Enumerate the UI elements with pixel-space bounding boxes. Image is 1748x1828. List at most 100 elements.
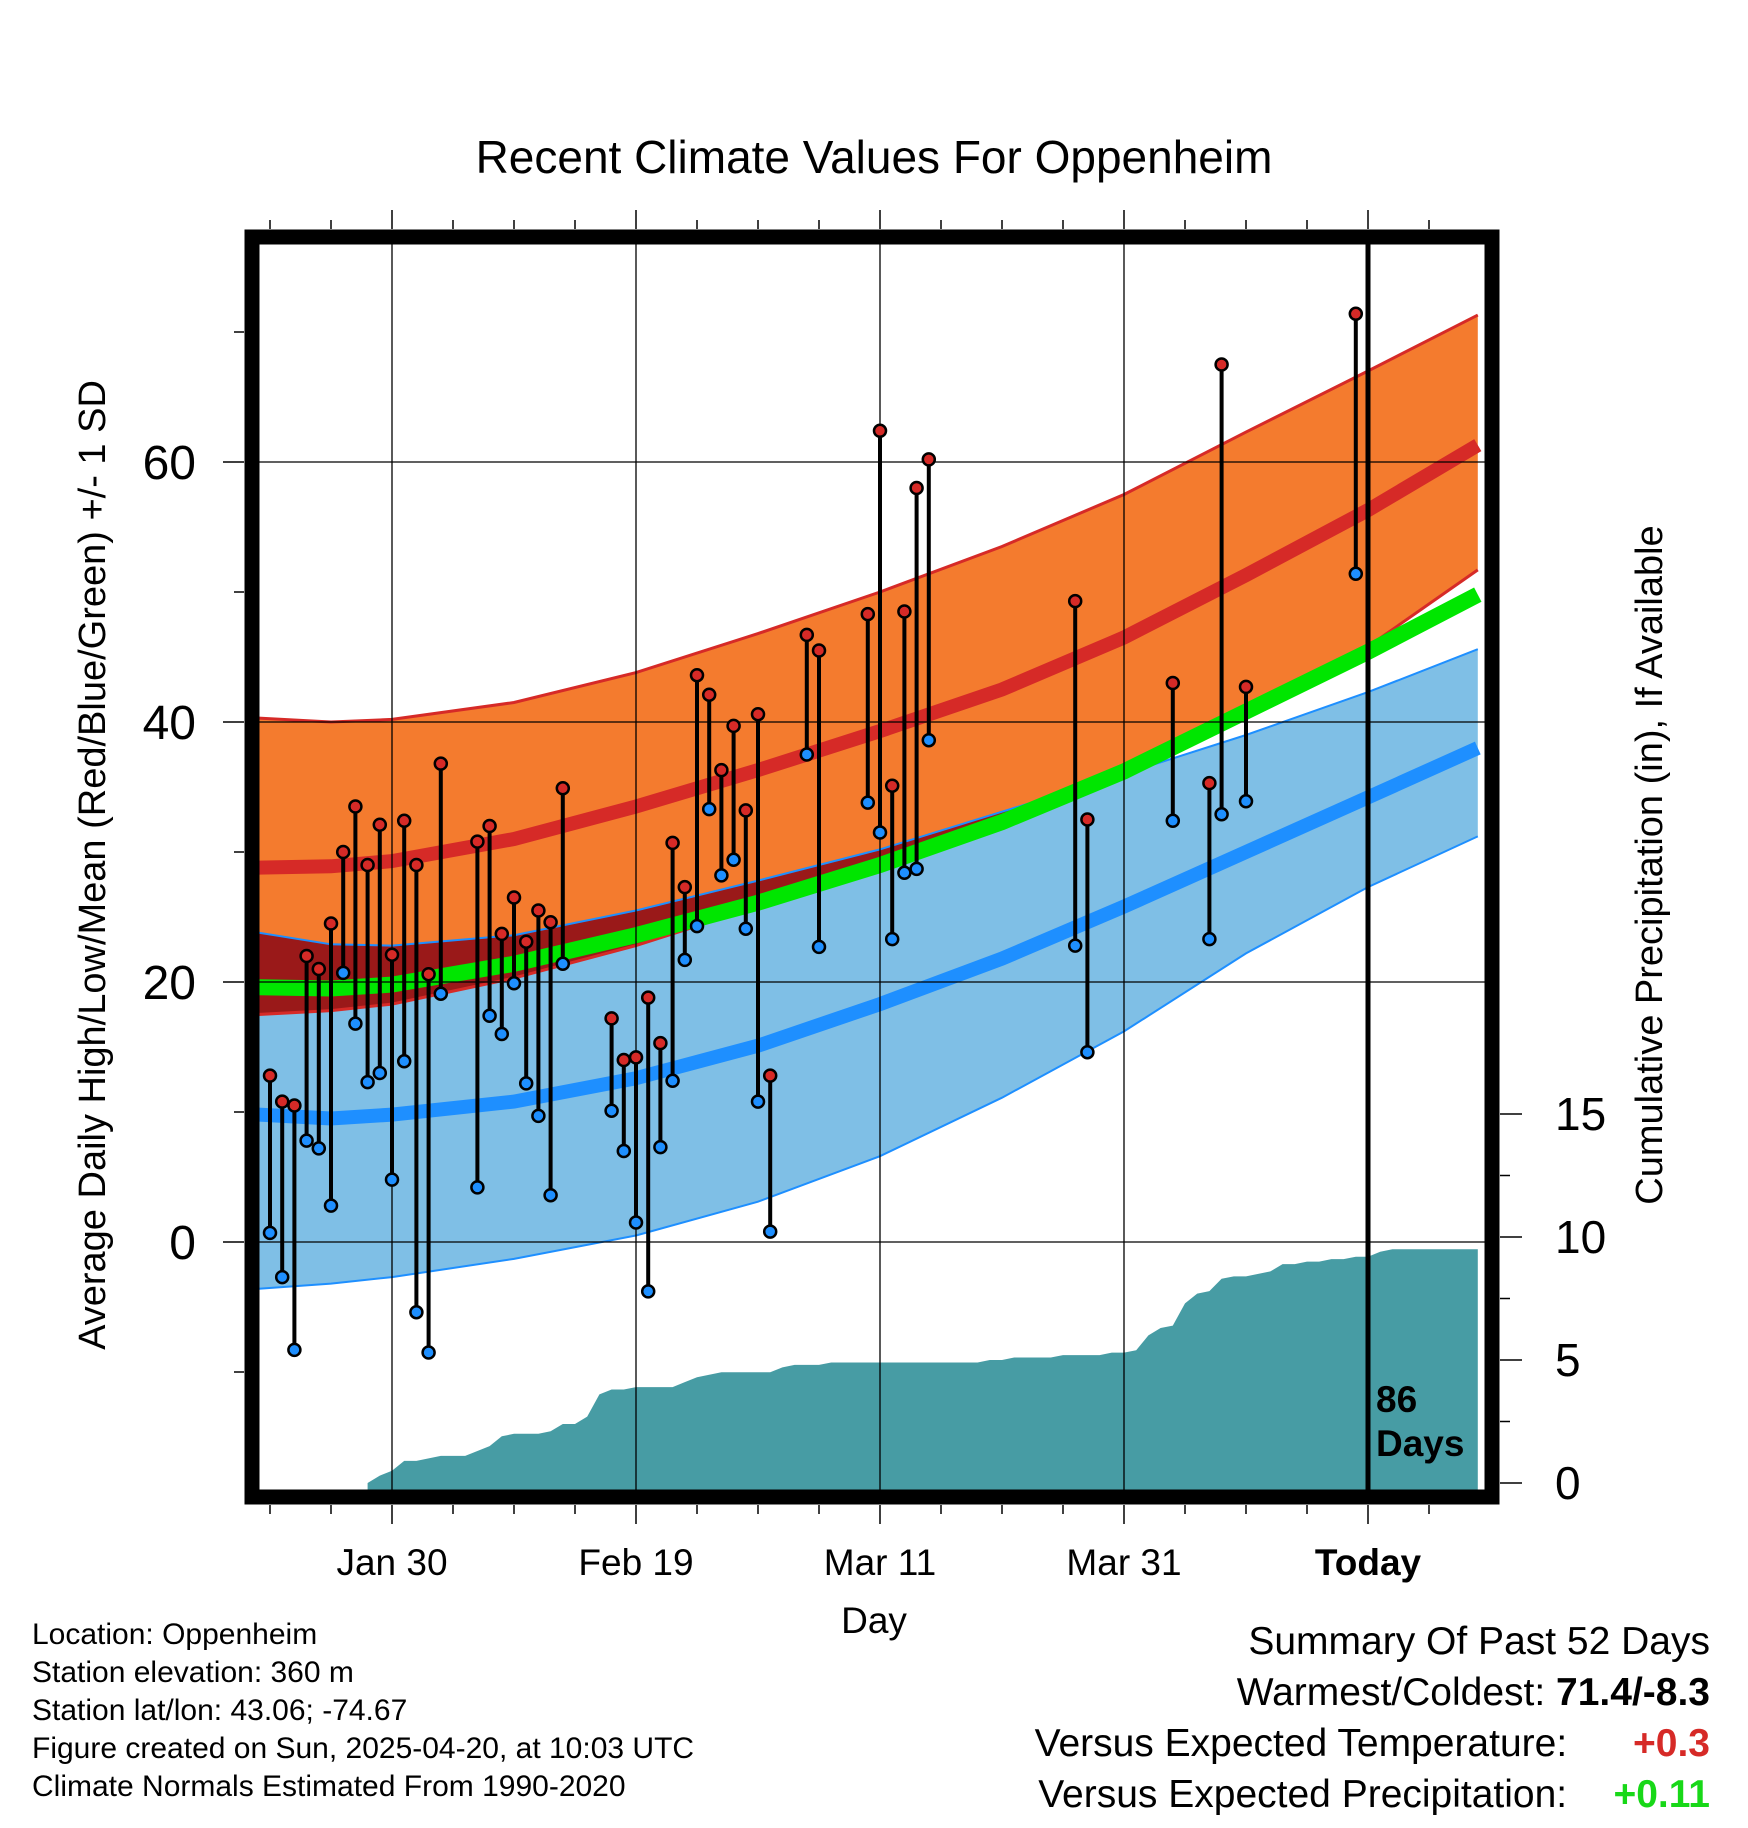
observed-low-point bbox=[860, 795, 876, 810]
high-upper-edge bbox=[259, 313, 1479, 724]
observed-high-point bbox=[518, 934, 534, 949]
observed-low-point bbox=[1165, 813, 1181, 829]
observed-high-point bbox=[811, 643, 827, 658]
observed-low-point bbox=[262, 1225, 278, 1241]
temp-anomaly-value: +0.3 bbox=[1633, 1722, 1710, 1765]
observed-high-point bbox=[262, 1068, 278, 1083]
observed-high-point bbox=[897, 604, 912, 619]
summary-panel: Summary Of Past 52 Days Warmest/Coldest:… bbox=[1035, 1616, 1710, 1820]
station-info: Location: Oppenheim Station elevation: 3… bbox=[32, 1616, 694, 1806]
observed-low-point bbox=[555, 956, 571, 972]
observed-low-point bbox=[311, 1141, 327, 1156]
summary-title: Summary Of Past 52 Days bbox=[1248, 1620, 1710, 1663]
observed-low-point bbox=[628, 1215, 644, 1230]
today-days-label: Days bbox=[1376, 1423, 1464, 1464]
observed-high-point bbox=[616, 1052, 632, 1068]
elevation-text: Station elevation: 360 m bbox=[32, 1656, 354, 1689]
observed-high-point bbox=[348, 799, 363, 814]
observed-high-point bbox=[799, 627, 815, 643]
observed-low-point bbox=[799, 747, 815, 762]
observed-high-point bbox=[494, 926, 510, 942]
observed-high-point bbox=[921, 452, 937, 467]
observed-high-point bbox=[1202, 775, 1217, 791]
observed-low-point bbox=[762, 1224, 778, 1239]
observed-high-point bbox=[372, 817, 388, 832]
observed-low-point bbox=[872, 825, 888, 840]
normal-low-line bbox=[259, 741, 1481, 1126]
observed-low-point bbox=[1348, 566, 1364, 582]
observed-low-point bbox=[335, 965, 351, 981]
x-tick-label: Mar 11 bbox=[824, 1542, 936, 1583]
observed-low-point bbox=[811, 939, 827, 955]
observed-high-point bbox=[396, 813, 412, 829]
observed-high-point bbox=[409, 857, 424, 873]
observed-high-point bbox=[909, 480, 924, 496]
observed-low-point bbox=[726, 852, 741, 868]
observed-low-point bbox=[421, 1345, 436, 1360]
observed-low-point bbox=[287, 1342, 302, 1358]
warmest-coldest-label: Warmest/Coldest: bbox=[1236, 1671, 1546, 1714]
x-axis-label: Day bbox=[841, 1600, 907, 1641]
observed-high-point bbox=[750, 706, 766, 722]
observed-high-point bbox=[287, 1098, 302, 1113]
observed-high-point bbox=[433, 756, 449, 771]
observed-low-point bbox=[299, 1133, 314, 1148]
observed-low-point bbox=[274, 1269, 290, 1285]
observed-low-point bbox=[396, 1054, 412, 1069]
observed-high-point bbox=[1080, 812, 1095, 827]
observed-high-point bbox=[482, 818, 497, 834]
y-tick-label-right: 5 bbox=[1555, 1334, 1581, 1386]
observed-low-point bbox=[323, 1198, 339, 1213]
y-tick-label-left: 20 bbox=[143, 957, 196, 1010]
observed-high-point bbox=[714, 762, 729, 778]
observed-low-point bbox=[1202, 931, 1217, 947]
plot-frame bbox=[244, 229, 1500, 1505]
observed-low-point bbox=[494, 1026, 510, 1042]
observed-high-point bbox=[470, 834, 485, 849]
observed-low-point bbox=[677, 952, 693, 968]
observed-high-point bbox=[738, 803, 754, 818]
y-tick-label-right: 0 bbox=[1555, 1457, 1581, 1509]
observed-high-point bbox=[506, 890, 522, 905]
observed-low-point bbox=[689, 918, 705, 934]
today-days-number: 86 bbox=[1376, 1379, 1417, 1420]
precip-anomaly-value: +0.11 bbox=[1613, 1773, 1710, 1816]
observed-low-point bbox=[1238, 794, 1254, 809]
observed-high-point bbox=[677, 879, 693, 895]
observed-low-point bbox=[616, 1143, 632, 1159]
observed-low-point bbox=[701, 801, 717, 817]
y-tick-label-right: 15 bbox=[1555, 1088, 1606, 1140]
low-lower-edge bbox=[259, 835, 1479, 1290]
chart-title: Recent Climate Values For Oppenheim bbox=[476, 131, 1273, 183]
x-tick-label: Jan 30 bbox=[336, 1542, 447, 1583]
observed-high-point bbox=[335, 844, 351, 860]
x-tick-label: Feb 19 bbox=[578, 1542, 693, 1583]
observed-low-point bbox=[909, 861, 924, 877]
temp-anomaly-label: Versus Expected Temperature: bbox=[1034, 1722, 1568, 1765]
x-tick-label: Today bbox=[1315, 1542, 1422, 1583]
created-text: Figure created on Sun, 2025-04-20, at 10… bbox=[32, 1732, 695, 1765]
warmest-coldest-value: 71.4/-8.3 bbox=[1556, 1671, 1710, 1714]
observed-low-point bbox=[738, 921, 754, 936]
observed-high-point bbox=[604, 1011, 619, 1026]
observed-high-point bbox=[1214, 357, 1229, 372]
observed-low-point bbox=[372, 1065, 388, 1081]
observed-high-point bbox=[689, 667, 705, 683]
observed-high-point bbox=[726, 718, 741, 734]
observed-high-point bbox=[543, 914, 558, 930]
observed-low-point bbox=[1080, 1044, 1095, 1060]
y-tick-label-left: 60 bbox=[143, 437, 196, 490]
observed-low-point bbox=[640, 1284, 656, 1299]
observed-low-point bbox=[409, 1304, 424, 1320]
observed-low-point bbox=[884, 931, 900, 947]
observed-low-point bbox=[482, 1008, 497, 1024]
observed-low-point bbox=[604, 1103, 619, 1118]
observed-high-point bbox=[531, 903, 546, 918]
observed-high-point bbox=[1238, 679, 1254, 695]
observed-low-point bbox=[348, 1016, 363, 1031]
observed-high-point bbox=[360, 857, 375, 873]
observed-high-point bbox=[640, 990, 656, 1005]
observed-high-point bbox=[653, 1035, 668, 1051]
warmest-coldest-row: Warmest/Coldest: 71.4/-8.3 bbox=[1035, 1667, 1710, 1718]
